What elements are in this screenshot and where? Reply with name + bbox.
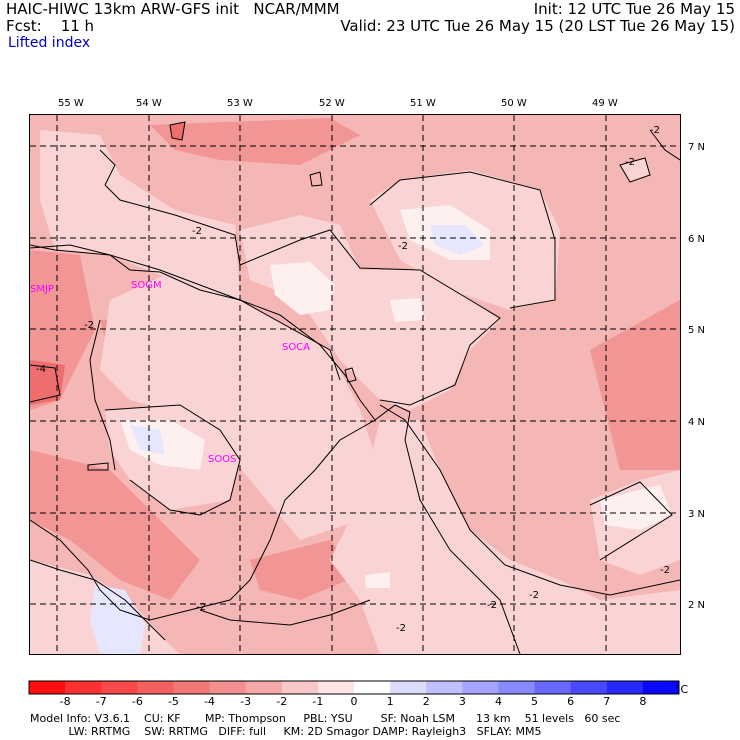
lon-label: 49 W xyxy=(592,98,618,109)
station-label: SOCA xyxy=(282,342,310,353)
shade-white-interior xyxy=(270,262,335,315)
contour-label: -2 xyxy=(487,600,497,611)
shade-darkest-north xyxy=(170,122,185,140)
colorbar-tick-label: -4 xyxy=(204,695,215,708)
colorbar-cell xyxy=(606,681,644,694)
colorbar-unit: °C xyxy=(675,683,689,696)
colorbar-cell xyxy=(173,681,211,694)
colorbar-cell xyxy=(570,681,608,694)
colorbar-cell xyxy=(462,681,499,694)
model-info-line1: Model Info: V3.6.1 CU: KF MP: Thompson P… xyxy=(30,712,621,725)
contour-label: -2 xyxy=(196,602,206,613)
coastlines xyxy=(30,244,521,654)
colorbar-cell xyxy=(642,681,680,694)
lifted-index-field: -2 -2 -2 -2 -2 -2 -2 -2 -2 -2 -4 SMJP SO… xyxy=(30,115,680,654)
map-svg: 55 W 54 W 53 W 52 W 51 W 50 W 49 W 7 N 6… xyxy=(30,98,705,654)
station-label: SMJP xyxy=(30,284,54,295)
shade-dark-north xyxy=(150,118,360,165)
contour-label: -2 xyxy=(396,623,406,634)
station-label: SOOS xyxy=(208,454,236,465)
lon-label: 51 W xyxy=(410,98,436,109)
contour-label: -2 xyxy=(650,125,660,136)
colorbar-tick-label: 4 xyxy=(495,695,502,708)
model-info-line2: LW: RRTMG SW: RRTMG DIFF: full KM: 2D Sm… xyxy=(30,725,542,738)
colorbar: -8 -7 -6 -5 -4 -3 -2 -1 0 1 2 3 4 5 6 7 8 °C xyxy=(28,680,689,708)
colorbar-cell xyxy=(426,681,463,694)
colorbar-cell xyxy=(245,681,283,694)
colorbar-tick-label: 3 xyxy=(459,695,466,708)
forecast-hour: Fcst: 11 h xyxy=(6,17,95,35)
map-frame xyxy=(29,114,681,655)
contour-label: -4 xyxy=(36,364,46,375)
colorbar-tick-label: -8 xyxy=(60,695,71,708)
contour-label-group: -2 -2 -2 -2 -2 -2 -2 -2 -2 -2 -4 xyxy=(36,125,670,634)
colorbar-cell xyxy=(390,681,427,694)
colorbar-cell xyxy=(281,681,319,694)
lat-label: 7 N xyxy=(688,142,705,153)
colorbar-tick-label: 1 xyxy=(387,695,394,708)
colorbar-tick-label: 2 xyxy=(423,695,430,708)
lat-label: 3 N xyxy=(688,509,705,520)
colorbar-ticks: -8 -7 -6 -5 -4 -3 -2 -1 0 1 2 3 4 5 6 7 8 xyxy=(60,695,647,708)
colorbar-tick-label: -1 xyxy=(312,695,323,708)
colorbar-tick-label: -3 xyxy=(240,695,251,708)
shade-white-interior-2 xyxy=(390,298,425,322)
colorbar-cell xyxy=(65,681,102,694)
shade-light-island xyxy=(620,158,650,182)
lon-label: 53 W xyxy=(227,98,253,109)
lat-label: 4 N xyxy=(688,417,705,428)
lat-label: 6 N xyxy=(688,234,705,245)
colorbar-cell xyxy=(498,681,536,694)
colorbar-tick-label: -5 xyxy=(168,695,179,708)
init-time: Init: 12 UTC Tue 26 May 15 xyxy=(533,0,735,18)
colorbar-tick-label: 6 xyxy=(567,695,574,708)
shade-light-south xyxy=(330,420,680,654)
colorbar-tick-label: 0 xyxy=(351,695,358,708)
field-name: Lifted index xyxy=(8,35,91,51)
contour-label: -2 xyxy=(84,320,94,331)
colorbar-cell xyxy=(137,681,174,694)
shade-blue-northeast xyxy=(430,225,485,255)
contour-label: -2 xyxy=(660,565,670,576)
shade-dark-southwest xyxy=(30,450,200,600)
colorbar-tick-label: 5 xyxy=(531,695,538,708)
colorbar-cell xyxy=(209,681,247,694)
valid-time: Valid: 23 UTC Tue 26 May 15 (20 LST Tue … xyxy=(340,17,735,35)
model-title: HAIC-HIWC 13km ARW-GFS init NCAR/MMM xyxy=(6,0,340,18)
station-labels: SMJP SOGM SOCA SOOS xyxy=(30,280,310,465)
station-label: SOGM xyxy=(131,280,162,291)
shade-blue-west xyxy=(130,425,165,455)
lat-label: 5 N xyxy=(688,325,705,336)
contour-label: -2 xyxy=(192,226,202,237)
lon-label: 55 W xyxy=(58,98,84,109)
colorbar-tick-label: 7 xyxy=(603,695,610,708)
colorbar-cell xyxy=(101,681,138,694)
colorbar-tick-label: -7 xyxy=(96,695,107,708)
shade-dark-east xyxy=(590,300,680,470)
lat-label: 2 N xyxy=(688,600,705,611)
contour-lines xyxy=(30,121,680,641)
colorbar-tick-label: 8 xyxy=(639,695,646,708)
shade-white-south xyxy=(365,572,390,588)
latlon-grid xyxy=(30,115,680,654)
colorbar-cell xyxy=(354,681,391,694)
contour-label: -2 xyxy=(625,157,635,168)
shade-darkest-west xyxy=(30,360,65,405)
colorbar-cell xyxy=(534,681,572,694)
colorbar-tick-label: -6 xyxy=(132,695,143,708)
contour-label: -2 xyxy=(398,241,408,252)
colorbar-cell xyxy=(317,681,355,694)
lon-label: 54 W xyxy=(136,98,162,109)
colorbar-outline xyxy=(28,680,680,695)
lon-label: 52 W xyxy=(319,98,345,109)
shade-light-northwest xyxy=(40,130,240,300)
colorbar-cell xyxy=(29,681,66,694)
colorbar-tick-label: -2 xyxy=(276,695,287,708)
shade-blue-southwest xyxy=(90,585,145,654)
colorbar-cells xyxy=(29,681,680,694)
lon-label: 50 W xyxy=(501,98,527,109)
contour-label: -2 xyxy=(529,590,539,601)
